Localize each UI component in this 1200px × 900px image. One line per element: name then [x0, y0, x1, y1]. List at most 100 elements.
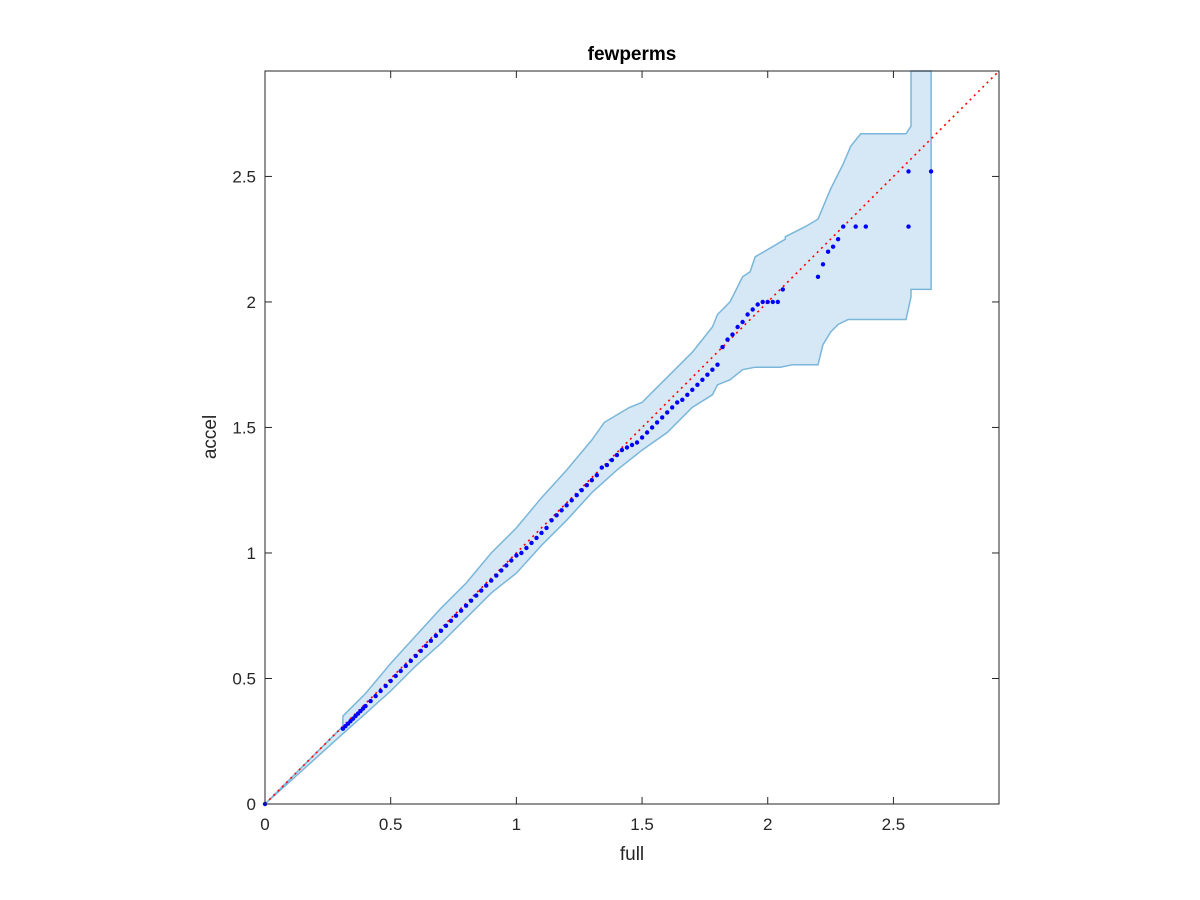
data-point — [740, 319, 745, 325]
data-point — [841, 224, 846, 229]
data-point — [604, 462, 610, 468]
data-point — [408, 658, 413, 664]
data-point — [544, 525, 549, 531]
y-tick-label: 1.5 — [232, 418, 256, 437]
data-point — [654, 420, 660, 425]
data-point — [685, 392, 690, 397]
data-point — [509, 558, 514, 563]
data-point — [378, 688, 383, 694]
data-point — [494, 573, 499, 578]
data-point — [649, 425, 655, 430]
data-point — [629, 442, 635, 448]
y-tick-label: 0 — [247, 795, 256, 814]
data-point — [393, 673, 398, 679]
data-point — [760, 299, 765, 305]
data-point — [463, 603, 469, 608]
data-point — [574, 493, 579, 498]
data-point — [569, 498, 574, 503]
reference-line — [264, 70, 1000, 805]
data-point — [830, 244, 836, 249]
y-tick-label: 0.5 — [232, 669, 256, 688]
x-tick-label: 0 — [260, 815, 269, 834]
data-point — [373, 693, 378, 699]
data-point — [609, 457, 615, 463]
y-tick-label: 2.5 — [232, 167, 256, 186]
data-point — [614, 452, 620, 458]
data-point — [863, 224, 868, 229]
data-point — [599, 465, 604, 470]
data-point — [928, 169, 934, 174]
data-point — [750, 307, 755, 312]
x-axis-label: full — [620, 844, 644, 865]
data-point — [730, 332, 735, 337]
data-point — [479, 588, 484, 593]
data-point — [710, 367, 715, 372]
data-point — [443, 623, 449, 628]
data-point — [665, 410, 670, 415]
data-point — [383, 683, 388, 689]
data-point — [584, 483, 589, 488]
y-axis: 0 0.5 1 1.5 2 2.5 — [232, 167, 999, 814]
data-point — [539, 530, 544, 536]
data-point — [403, 663, 408, 669]
data-point — [524, 545, 529, 551]
confidence-band — [264, 70, 932, 805]
data-point — [725, 337, 730, 342]
data-point — [700, 377, 705, 382]
y-axis-label: accel — [200, 415, 221, 459]
data-point — [433, 633, 439, 638]
data-point — [453, 613, 459, 618]
data-point — [853, 224, 858, 229]
data-point — [398, 668, 403, 674]
x-tick-label: 1.5 — [630, 815, 654, 834]
data-point — [705, 372, 710, 377]
data-point — [418, 648, 423, 654]
data-point — [423, 643, 429, 649]
data-point — [715, 362, 720, 367]
data-point — [695, 382, 700, 387]
data-point — [906, 169, 911, 174]
data-point — [438, 628, 444, 633]
data-point — [579, 488, 584, 493]
data-point — [589, 478, 594, 483]
y-tick-label: 2 — [247, 293, 256, 312]
data-point — [770, 299, 775, 305]
data-point — [660, 415, 665, 420]
data-point — [906, 224, 911, 229]
x-tick-label: 0.5 — [379, 815, 403, 834]
data-point — [675, 400, 680, 405]
data-point — [519, 550, 524, 556]
data-point — [634, 440, 640, 445]
x-tick-label: 2 — [763, 815, 772, 834]
data-point — [468, 598, 474, 603]
data-point — [564, 503, 569, 508]
data-point — [780, 287, 785, 292]
data-point — [504, 563, 509, 568]
data-point — [448, 618, 454, 623]
data-point — [474, 593, 479, 598]
data-point — [639, 435, 645, 440]
plot-area — [262, 70, 1000, 807]
data-point — [835, 237, 841, 242]
data-point — [670, 405, 675, 410]
data-point — [765, 299, 770, 305]
data-point — [549, 518, 554, 523]
data-point — [644, 430, 650, 435]
data-point — [624, 445, 630, 450]
x-axis: 0 0.5 1 1.5 2 2.5 — [260, 71, 905, 834]
x-tick-label: 2.5 — [882, 815, 906, 834]
data-point — [484, 583, 489, 588]
data-point — [388, 678, 393, 684]
y-tick-label: 1 — [247, 544, 256, 563]
data-point — [594, 473, 599, 478]
data-point — [368, 698, 373, 704]
data-point — [559, 508, 564, 513]
data-point — [619, 447, 625, 453]
data-point — [428, 638, 434, 643]
data-point — [775, 299, 780, 305]
data-point — [745, 312, 750, 317]
data-point — [534, 535, 539, 541]
data-point — [499, 568, 504, 573]
data-point — [363, 703, 368, 709]
